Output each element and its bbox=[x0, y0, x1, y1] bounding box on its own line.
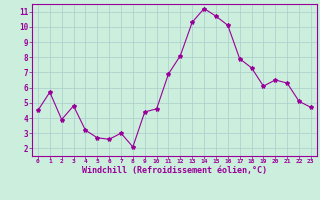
X-axis label: Windchill (Refroidissement éolien,°C): Windchill (Refroidissement éolien,°C) bbox=[82, 166, 267, 175]
